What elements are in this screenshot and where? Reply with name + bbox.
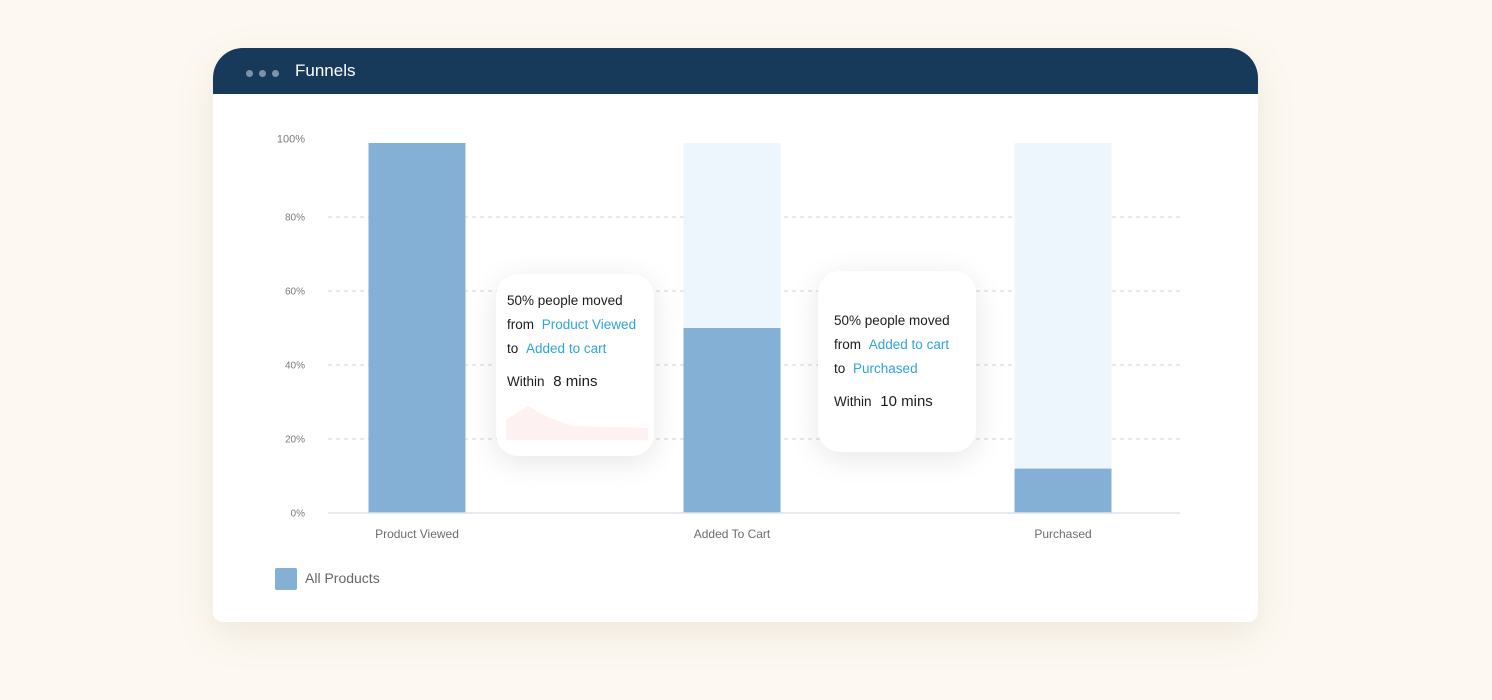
- tooltip-within-line: Within 8 mins: [507, 373, 597, 390]
- window-title: Funnels: [295, 61, 356, 80]
- tooltip-within-word: Within: [834, 394, 872, 409]
- tooltip-line: 50% people moved: [834, 313, 950, 328]
- tooltip-from-line: from Added to cart: [834, 337, 949, 352]
- x-category-label: Added To Cart: [694, 527, 771, 541]
- conversion-tooltip: 50% people moved from Added to cart to P…: [818, 271, 976, 452]
- x-category-label: Product Viewed: [375, 527, 459, 541]
- tooltip-to-line: to Added to cart: [507, 341, 606, 356]
- x-category-label: Purchased: [1034, 527, 1091, 541]
- tooltip-from-link[interactable]: Added to cart: [868, 337, 950, 352]
- tooltip-to-word: to: [507, 341, 519, 356]
- tooltip-within-value: 8 mins: [553, 373, 598, 390]
- tooltip-from-word: from: [507, 317, 534, 332]
- tooltip-to-link[interactable]: Purchased: [853, 361, 918, 376]
- funnel-chart: 0% 20% 40% 60% 80% 100% Product Viewed Added To…: [277, 134, 1180, 541]
- tooltip-to-line: to Purchased: [834, 361, 918, 376]
- tooltip-to-word: to: [834, 361, 846, 376]
- legend-label[interactable]: All Products: [305, 570, 380, 586]
- tooltip-line: 50% people moved: [507, 293, 623, 308]
- bar-track: [1014, 143, 1112, 469]
- bar[interactable]: [1014, 468, 1112, 513]
- tooltip-within-word: Within: [507, 374, 545, 389]
- y-tick-label: 80%: [285, 213, 305, 224]
- tooltip-within-value: 10 mins: [880, 393, 933, 410]
- title-bar: Funnels: [213, 48, 1258, 94]
- legend-swatch[interactable]: [275, 568, 297, 590]
- conversion-tooltip: 50% people moved from Product Viewed to …: [496, 274, 654, 456]
- tooltip-from-word: from: [834, 337, 861, 352]
- bar[interactable]: [368, 143, 466, 513]
- funnels-window: Funnels 0% 20% 40% 60% 80% 100% Product Viewed…: [213, 48, 1258, 622]
- tooltip-from-line: from Product Viewed: [507, 317, 636, 332]
- sparkline-icon: [506, 406, 648, 440]
- window-dot-icon[interactable]: [259, 70, 266, 77]
- y-tick-label: 60%: [285, 287, 305, 298]
- y-tick-label: 40%: [285, 361, 305, 372]
- bar-track: [683, 143, 781, 328]
- y-tick-label: 100%: [277, 134, 305, 146]
- tooltip-within-line: Within 10 mins: [834, 393, 933, 410]
- window-dot-icon[interactable]: [272, 70, 279, 77]
- y-tick-label: 0%: [291, 509, 306, 520]
- bar[interactable]: [683, 328, 781, 513]
- y-tick-label: 20%: [285, 435, 305, 446]
- tooltip-from-link[interactable]: Product Viewed: [541, 317, 637, 332]
- tooltip-to-link[interactable]: Added to cart: [526, 341, 607, 356]
- window-dot-icon[interactable]: [246, 70, 253, 77]
